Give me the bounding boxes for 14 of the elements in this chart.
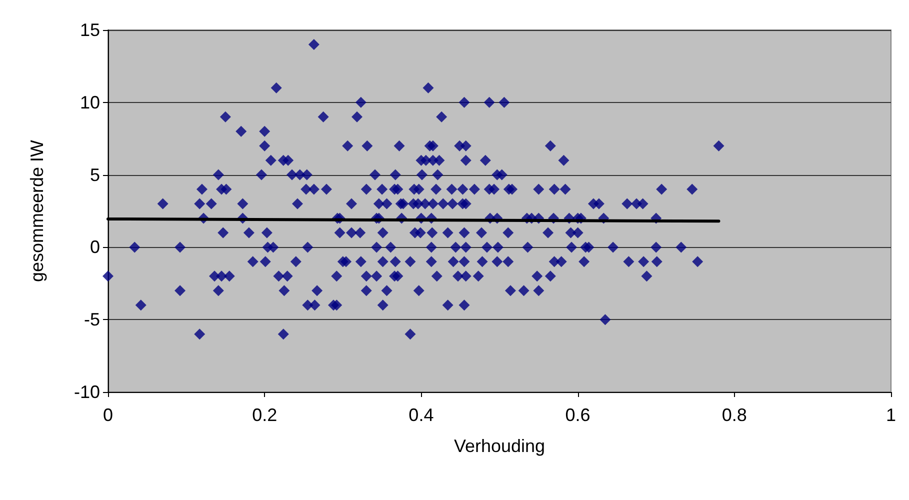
y-axis-title: gesommeerde IW [27,140,47,282]
x-tick-label: 0.2 [252,405,278,425]
y-tick-label: 10 [80,92,100,112]
y-tick-label: -10 [74,382,100,402]
x-tick-label: 1 [886,405,896,425]
x-tick-label: 0.8 [722,405,747,425]
y-tick-label: 15 [80,20,100,40]
x-tick-label: 0.6 [565,405,590,425]
y-tick-label: 5 [90,164,100,185]
y-tick-label: -5 [84,310,100,330]
x-tick-label: 0.4 [408,405,434,425]
x-tick-label: 0 [102,405,114,425]
y-tick-label: 0 [90,237,100,258]
x-axis-title: Verhouding [454,436,546,456]
